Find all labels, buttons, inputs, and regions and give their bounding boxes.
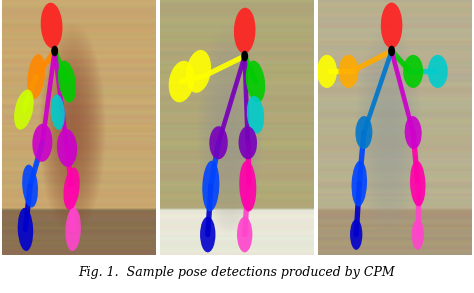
- Ellipse shape: [18, 208, 33, 251]
- Ellipse shape: [247, 96, 264, 134]
- Ellipse shape: [411, 219, 424, 250]
- Ellipse shape: [65, 208, 81, 251]
- Text: Fig. 1.  Sample pose detections produced by CPM: Fig. 1. Sample pose detections produced …: [79, 265, 395, 279]
- Circle shape: [389, 46, 394, 56]
- Ellipse shape: [237, 217, 252, 252]
- Ellipse shape: [210, 126, 228, 159]
- Ellipse shape: [239, 161, 256, 212]
- Ellipse shape: [58, 61, 76, 103]
- Ellipse shape: [403, 55, 423, 88]
- Ellipse shape: [22, 165, 38, 207]
- Ellipse shape: [428, 55, 448, 88]
- Ellipse shape: [57, 129, 77, 167]
- Ellipse shape: [27, 54, 45, 99]
- Ellipse shape: [381, 3, 402, 48]
- Ellipse shape: [317, 55, 337, 88]
- Ellipse shape: [234, 8, 255, 54]
- Ellipse shape: [41, 3, 63, 48]
- Ellipse shape: [238, 126, 257, 159]
- Ellipse shape: [202, 161, 219, 212]
- Ellipse shape: [169, 61, 194, 102]
- Circle shape: [52, 46, 57, 56]
- Ellipse shape: [410, 161, 426, 206]
- Ellipse shape: [51, 94, 65, 130]
- Ellipse shape: [64, 167, 80, 210]
- Ellipse shape: [186, 50, 211, 93]
- Ellipse shape: [352, 161, 367, 206]
- Circle shape: [242, 52, 247, 61]
- Ellipse shape: [200, 217, 216, 252]
- Ellipse shape: [405, 116, 422, 149]
- Ellipse shape: [32, 124, 53, 162]
- Ellipse shape: [338, 55, 358, 88]
- Ellipse shape: [356, 116, 373, 149]
- Ellipse shape: [14, 90, 34, 130]
- Ellipse shape: [246, 61, 265, 103]
- Ellipse shape: [350, 219, 362, 250]
